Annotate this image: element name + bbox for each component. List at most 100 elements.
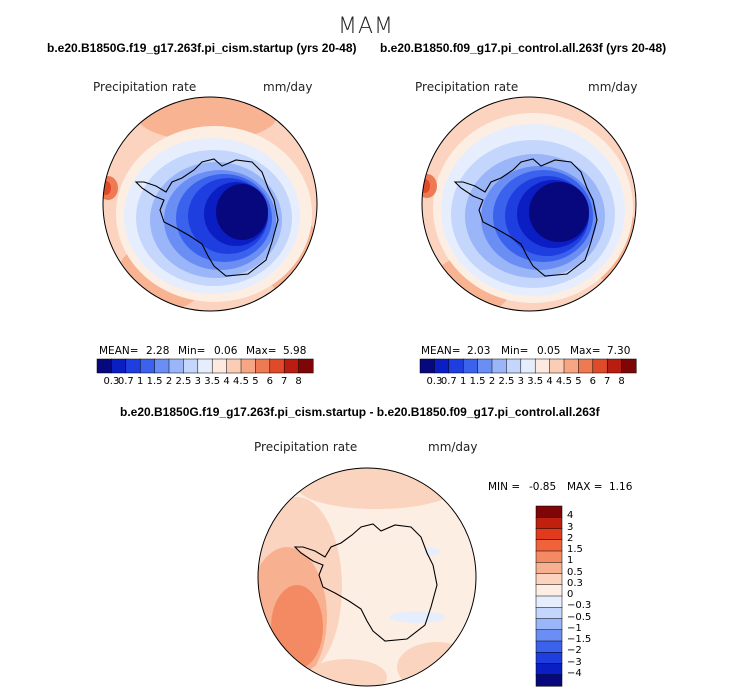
colorbar-swatch bbox=[563, 358, 579, 374]
colorbar-swatch bbox=[211, 358, 228, 374]
colorbar-swatch bbox=[535, 618, 563, 631]
colorbar-swatch bbox=[535, 652, 563, 665]
antarctica-coastline bbox=[134, 158, 279, 277]
colorbar-swatch bbox=[621, 358, 637, 374]
colorbar-swatch bbox=[535, 539, 563, 552]
colorbar-tick-label: −3 bbox=[567, 656, 582, 668]
panel-2-units-label: mm/day bbox=[588, 80, 638, 94]
colorbar-swatch bbox=[535, 640, 563, 653]
colorbar-swatch bbox=[535, 607, 563, 620]
panel-1-title: b.e20.B1850G.f19_g17.263f.pi_cism.startu… bbox=[47, 41, 357, 55]
antarctica-coastline bbox=[293, 523, 438, 642]
colorbar-swatch bbox=[592, 358, 608, 374]
colorbar-swatch bbox=[434, 358, 450, 374]
colorbar-tick-label: −0.5 bbox=[567, 611, 592, 623]
colorbar-swatch bbox=[269, 358, 285, 374]
panel-2-colorbar bbox=[419, 358, 637, 374]
diff-contour bbox=[389, 611, 445, 623]
panel-2-polar-map bbox=[421, 96, 637, 312]
colorbar-swatch bbox=[535, 573, 563, 586]
colorbar-tick-label: 2 bbox=[488, 376, 496, 387]
panel-1-min-label: Min= bbox=[178, 345, 206, 357]
colorbar-swatch bbox=[477, 358, 493, 374]
colorbar-tick-label: 0.7 bbox=[117, 376, 134, 387]
colorbar-tick-label: 1.5 bbox=[567, 544, 583, 555]
colorbar-swatch bbox=[111, 358, 127, 374]
precip-contour bbox=[422, 179, 430, 193]
colorbar-tick-label: 0 bbox=[567, 589, 574, 600]
colorbar-swatch bbox=[535, 674, 563, 687]
colorbar-tick-label: 1 bbox=[137, 376, 144, 387]
diff-panel-polar-map bbox=[257, 467, 477, 687]
panel-1-colorbar bbox=[96, 358, 314, 374]
colorbar-swatch bbox=[578, 358, 594, 374]
diff-panel-units-label: mm/day bbox=[428, 440, 478, 454]
panel-2-max-value: 7.30 bbox=[607, 345, 631, 357]
panel-1-polar-map bbox=[102, 96, 318, 312]
colorbar-swatch bbox=[462, 358, 479, 374]
diff-contour bbox=[307, 659, 387, 686]
colorbar-swatch bbox=[535, 528, 563, 541]
diff-colorbar bbox=[535, 505, 563, 687]
colorbar-swatch bbox=[226, 358, 242, 374]
map-border bbox=[421, 96, 637, 312]
colorbar-tick-label: 0.7 bbox=[440, 376, 457, 387]
panel-1-mean-label: MEAN= bbox=[99, 345, 139, 357]
colorbar-tick-label: −2 bbox=[567, 645, 582, 657]
colorbar-tick-label: 3.5 bbox=[204, 376, 221, 387]
colorbar-tick-label: 0.3 bbox=[426, 376, 443, 387]
colorbar-swatch bbox=[520, 358, 536, 374]
precip-contour bbox=[103, 181, 111, 195]
colorbar-tick-label: 7 bbox=[281, 376, 288, 387]
colorbar-swatch bbox=[549, 358, 565, 374]
season-title: MAM bbox=[337, 14, 394, 39]
panel-2-field-label: Precipitation rate bbox=[415, 80, 519, 94]
colorbar-tick-label: 6 bbox=[266, 376, 273, 387]
diff-panel-title: b.e20.B1850G.f19_g17.263f.pi_cism.startu… bbox=[120, 405, 600, 419]
colorbar-tick-label: 2 bbox=[567, 532, 574, 544]
colorbar-swatch bbox=[535, 505, 563, 518]
colorbar-tick-label: 8 bbox=[618, 376, 625, 387]
map-border bbox=[102, 96, 318, 312]
colorbar-tick-label: 2.5 bbox=[498, 376, 515, 387]
panel-2-min-label: Min= bbox=[501, 345, 529, 357]
colorbar-tick-label: 4 bbox=[567, 510, 574, 522]
colorbar-swatch bbox=[535, 663, 563, 676]
panel-1-max-value: 5.98 bbox=[283, 345, 307, 357]
colorbar-tick-label: 1 bbox=[567, 555, 574, 567]
panel-2-mean-label: MEAN= bbox=[421, 345, 461, 357]
colorbar-tick-label: 7 bbox=[604, 376, 611, 387]
colorbar-swatch bbox=[506, 358, 522, 374]
colorbar-tick-label: −0.3 bbox=[567, 600, 592, 612]
panel-1-mean-value: 2.28 bbox=[146, 345, 170, 357]
panel-1-units-label: mm/day bbox=[263, 80, 313, 94]
colorbar-tick-label: 3 bbox=[517, 376, 524, 387]
colorbar-tick-label: 5 bbox=[575, 376, 582, 387]
diff-max-value: 1.16 bbox=[609, 481, 633, 493]
diff-panel-field-label: Precipitation rate bbox=[254, 440, 358, 454]
colorbar-swatch bbox=[240, 358, 256, 374]
colorbar-tick-label: 4 bbox=[546, 376, 553, 387]
panel-2-title: b.e20.B1850.f09_g17.pi_control.all.263f … bbox=[380, 41, 667, 55]
colorbar-tick-label: 3.5 bbox=[527, 376, 544, 387]
colorbar-swatch bbox=[125, 358, 141, 374]
colorbar-tick-label: 1 bbox=[460, 376, 467, 387]
diff-contour bbox=[397, 642, 476, 686]
colorbar-tick-label: 0.5 bbox=[567, 566, 583, 578]
colorbar-tick-label: 4 bbox=[223, 376, 230, 387]
colorbar-tick-label: −1.5 bbox=[567, 634, 592, 645]
precip-contour bbox=[529, 182, 589, 242]
colorbar-swatch bbox=[448, 358, 464, 374]
colorbar-swatch bbox=[255, 358, 271, 374]
colorbar-tick-label: 4.5 bbox=[233, 376, 249, 387]
colorbar-swatch bbox=[535, 562, 563, 575]
diff-max-label: MAX = bbox=[567, 481, 603, 493]
colorbar-swatch bbox=[535, 584, 563, 597]
colorbar-tick-label: 0.3 bbox=[103, 376, 120, 387]
precip-contour bbox=[216, 184, 268, 240]
diff-contour bbox=[271, 585, 323, 669]
antarctica-coastline bbox=[453, 158, 598, 277]
colorbar-tick-label: 0.3 bbox=[567, 577, 583, 589]
colorbar-swatch bbox=[168, 358, 184, 374]
colorbar-swatch bbox=[535, 550, 563, 563]
